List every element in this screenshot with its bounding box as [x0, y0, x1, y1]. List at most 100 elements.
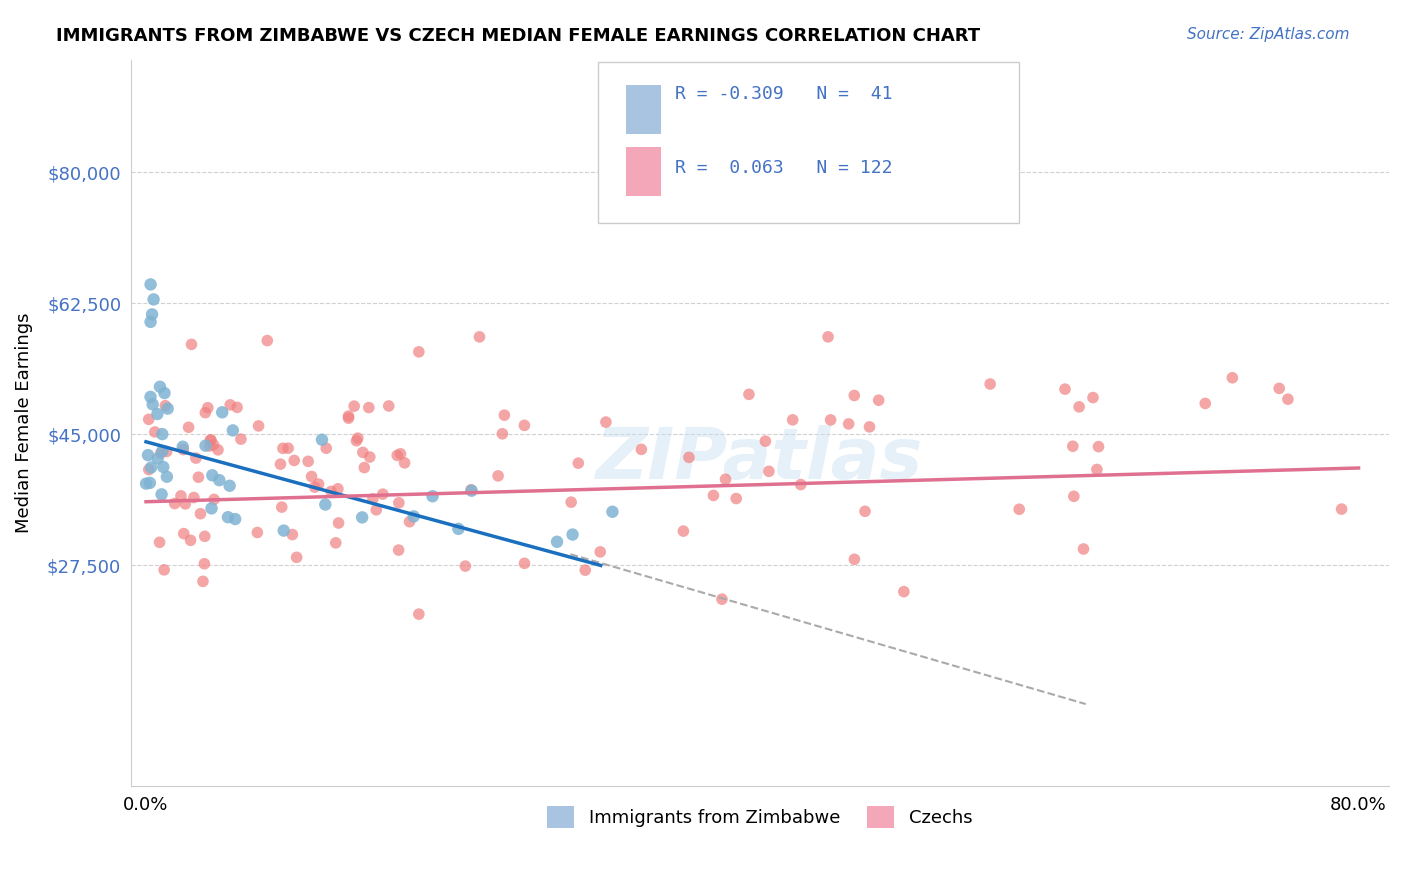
Czechs: [198, 439, 221, 453]
Immigrants from Zimbabwe: [146, 407, 169, 421]
Czechs: [494, 408, 516, 422]
Immigrants from Zimbabwe: [208, 473, 231, 487]
Czechs: [285, 550, 308, 565]
Immigrants from Zimbabwe: [152, 444, 174, 458]
Czechs: [301, 469, 323, 483]
Czechs: [149, 446, 172, 460]
Czechs: [844, 552, 866, 566]
Czechs: [979, 377, 1001, 392]
Immigrants from Zimbabwe: [224, 512, 246, 526]
Czechs: [194, 406, 217, 420]
Czechs: [148, 535, 170, 549]
Czechs: [408, 607, 430, 621]
Czechs: [468, 330, 491, 344]
Czechs: [226, 401, 249, 415]
Czechs: [1085, 462, 1108, 476]
Czechs: [853, 504, 876, 518]
Czechs: [138, 462, 160, 476]
Immigrants from Zimbabwe: [139, 475, 162, 490]
Czechs: [1268, 381, 1291, 395]
Immigrants from Zimbabwe: [156, 469, 179, 483]
Czechs: [202, 438, 225, 452]
Czechs: [270, 500, 292, 515]
Czechs: [297, 454, 319, 468]
Czechs: [170, 489, 193, 503]
Immigrants from Zimbabwe: [402, 509, 425, 524]
Czechs: [1277, 392, 1299, 407]
Czechs: [156, 444, 179, 458]
Immigrants from Zimbabwe: [460, 483, 482, 498]
Czechs: [229, 432, 252, 446]
Czechs: [408, 344, 430, 359]
Czechs: [194, 529, 217, 543]
Czechs: [315, 441, 337, 455]
Czechs: [283, 453, 305, 467]
Czechs: [193, 557, 215, 571]
Czechs: [202, 492, 225, 507]
Immigrants from Zimbabwe: [152, 460, 174, 475]
Czechs: [398, 515, 420, 529]
Czechs: [630, 442, 652, 457]
Czechs: [838, 417, 860, 431]
Czechs: [155, 399, 177, 413]
Czechs: [352, 445, 374, 459]
Czechs: [1330, 502, 1353, 516]
Czechs: [337, 411, 360, 425]
Immigrants from Zimbabwe: [153, 386, 176, 401]
Czechs: [574, 563, 596, 577]
Czechs: [163, 496, 186, 510]
Czechs: [817, 330, 839, 344]
Czechs: [754, 434, 776, 449]
Czechs: [197, 401, 219, 415]
Czechs: [454, 559, 477, 574]
Immigrants from Zimbabwe: [150, 427, 173, 442]
Czechs: [672, 524, 695, 538]
Immigrants from Zimbabwe: [311, 433, 333, 447]
Czechs: [246, 525, 269, 540]
Czechs: [858, 420, 880, 434]
Czechs: [153, 563, 176, 577]
Czechs: [513, 557, 536, 571]
Czechs: [560, 495, 582, 509]
Czechs: [191, 574, 214, 589]
Immigrants from Zimbabwe: [602, 505, 624, 519]
Immigrants from Zimbabwe: [146, 451, 169, 466]
Czechs: [353, 460, 375, 475]
Czechs: [361, 491, 384, 506]
Czechs: [738, 387, 761, 401]
Czechs: [782, 413, 804, 427]
Czechs: [790, 477, 813, 491]
Czechs: [184, 451, 207, 466]
Immigrants from Zimbabwe: [194, 439, 217, 453]
Czechs: [1062, 439, 1084, 453]
Czechs: [366, 503, 388, 517]
Immigrants from Zimbabwe: [139, 277, 162, 292]
Czechs: [491, 426, 513, 441]
Czechs: [271, 442, 294, 456]
Czechs: [343, 399, 366, 413]
Czechs: [820, 413, 842, 427]
Czechs: [389, 447, 412, 461]
Czechs: [486, 469, 509, 483]
Czechs: [256, 334, 278, 348]
Immigrants from Zimbabwe: [149, 380, 172, 394]
Czechs: [143, 425, 166, 439]
Immigrants from Zimbabwe: [142, 397, 165, 411]
Czechs: [207, 442, 229, 457]
Czechs: [567, 456, 589, 470]
Czechs: [180, 337, 202, 351]
Immigrants from Zimbabwe: [561, 527, 583, 541]
Immigrants from Zimbabwe: [150, 487, 173, 501]
Czechs: [183, 491, 205, 505]
Czechs: [388, 543, 411, 558]
Immigrants from Zimbabwe: [156, 401, 179, 416]
Czechs: [173, 526, 195, 541]
Czechs: [308, 477, 330, 491]
Czechs: [725, 491, 748, 506]
Czechs: [359, 450, 381, 464]
Czechs: [138, 412, 160, 426]
Text: R =  0.063   N = 122: R = 0.063 N = 122: [675, 159, 893, 177]
Czechs: [678, 450, 700, 465]
Czechs: [595, 415, 617, 429]
Czechs: [893, 584, 915, 599]
